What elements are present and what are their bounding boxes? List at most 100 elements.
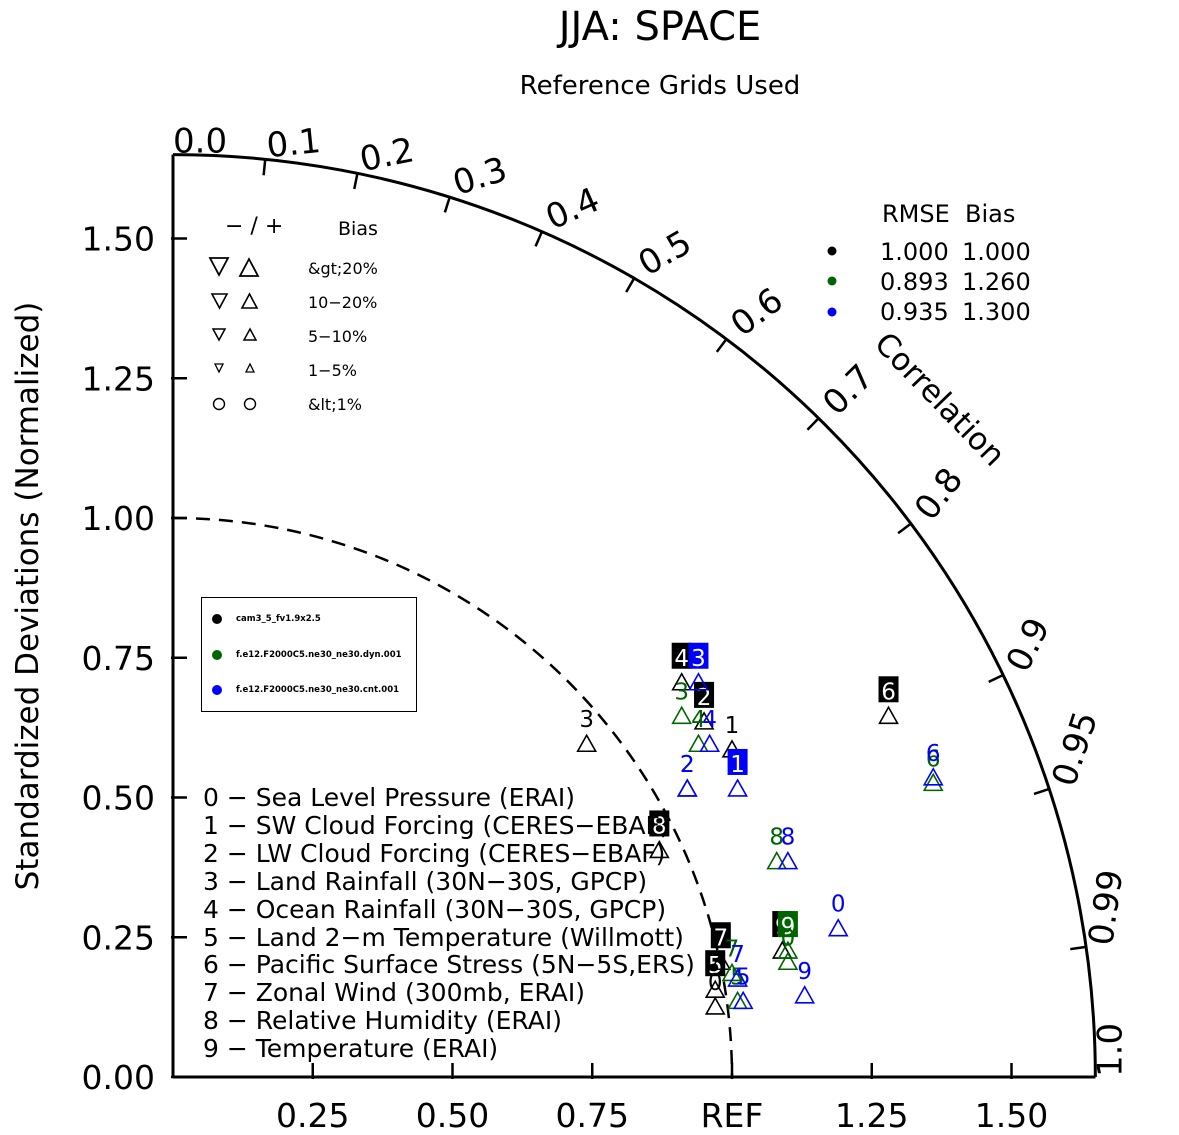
data-point-box <box>710 922 731 949</box>
variable-item: 3 − Land Rainfall (30N−30S, GPCP) <box>203 867 647 896</box>
data-marks: 12345678902345678901234567890 <box>576 642 944 1015</box>
data-point-label: 2 <box>680 752 695 778</box>
rmse-row-2-dot <box>827 276 837 286</box>
data-point-label: 2 <box>680 752 695 778</box>
data-point-label: 5 <box>730 964 745 990</box>
corr-tick-label: 0.5 <box>632 223 699 285</box>
corr-tick <box>353 173 359 190</box>
corr-tick-label: 0.95 <box>1044 707 1106 791</box>
data-point-label: 3 <box>579 707 594 733</box>
variable-item: 9 − Temperature (ERAI) <box>203 1034 498 1063</box>
case-color-dot <box>212 614 222 624</box>
rmse-row-2-bias: 1.260 <box>962 268 1031 296</box>
x-tick-label: 0.75 <box>556 1096 629 1135</box>
data-point-symbol <box>710 951 732 971</box>
bias-legend-title: Bias <box>338 218 378 240</box>
y-tick-label: 1.00 <box>82 499 155 538</box>
data-point-symbol <box>676 778 698 797</box>
variable-list: 0 − Sea Level Pressure (ERAI) 1 − SW Clo… <box>203 783 695 1063</box>
corr-tick-label: 0.2 <box>356 130 417 180</box>
corr-tick-label: 1.0 <box>1090 1023 1130 1077</box>
bias-legend-signs: − / + <box>225 214 283 239</box>
data-point-label: 7 <box>725 936 740 962</box>
bias-legend: − / + Bias &gt;20% 10−20% 5−10% 1−5% &lt… <box>208 214 378 414</box>
data-point-symbol <box>671 705 693 725</box>
y-tick-label: 1.50 <box>82 220 155 259</box>
corr-tick <box>715 338 728 353</box>
outer-arc <box>172 153 1097 1078</box>
data-point-label: 2 <box>697 685 712 711</box>
variable-item: 4 − Ocean Rainfall (30N−30S, GPCP) <box>203 895 666 924</box>
data-point-label: 0 <box>781 925 796 951</box>
data-point-symbol <box>922 772 944 792</box>
data-point-symbol <box>727 778 748 797</box>
case-legend-item: f.e12.F2000C5.ne30_ne30.dyn.001 <box>212 650 402 660</box>
bias-symbols-lt1 <box>212 397 257 411</box>
data-point-box <box>878 676 899 703</box>
data-point-symbol <box>704 996 726 1015</box>
data-point-symbol <box>648 839 670 859</box>
data-point-box <box>727 748 748 775</box>
rmse-row-3-dot <box>827 307 837 317</box>
corr-tick-label: 0.7 <box>815 357 882 423</box>
data-point-symbol <box>878 705 899 725</box>
x-tick-label: 1.50 <box>975 1096 1048 1135</box>
data-point-label: 9 <box>781 914 796 940</box>
corr-tick-label: 0.9 <box>999 612 1059 678</box>
rmse-table-header: RMSE Bias <box>882 200 1015 228</box>
rmse-row-1-dot <box>827 246 837 256</box>
data-point-label: 8 <box>781 825 796 851</box>
corr-tick <box>262 159 267 176</box>
case-name: cam3_5_fv1.9x2.5 <box>236 614 321 624</box>
corr-tick <box>897 522 912 535</box>
data-point-label: 4 <box>702 707 717 733</box>
data-point-box <box>777 911 798 938</box>
x-tick-label: REF <box>701 1096 764 1135</box>
corr-tick <box>443 196 451 213</box>
data-point-box <box>688 642 709 669</box>
data-point-label: 6 <box>881 679 896 705</box>
data-point-label: 4 <box>674 646 689 672</box>
correlation-axis-label: Correlation <box>867 326 1012 474</box>
variable-item: 0 − Sea Level Pressure (ERAI) <box>203 783 575 812</box>
data-point-symbol <box>732 990 754 1010</box>
corr-tick <box>625 277 636 293</box>
bias-row-1: &gt;20% <box>308 259 378 278</box>
corr-tick-label: 0.8 <box>907 461 971 528</box>
case-legend: cam3_5_fv1.9x2.5 f.e12.F2000C5.ne30_ne30… <box>201 597 417 712</box>
case-name: f.e12.F2000C5.ne30_ne30.cnt.001 <box>236 685 400 695</box>
data-point-label: 7 <box>713 925 728 951</box>
chart-subtitle: Reference Grids Used <box>520 71 801 101</box>
y-tick-label: 0.75 <box>82 639 155 678</box>
x-tick-label: 0.50 <box>416 1096 489 1135</box>
data-point-label: 3 <box>674 679 689 705</box>
case-color-dot <box>212 650 222 660</box>
corr-tick-label: 0.99 <box>1081 867 1131 948</box>
rmse-row-1-rmse: 1.000 <box>880 238 949 266</box>
data-point-symbol <box>576 733 598 753</box>
x-tick-label: 0.25 <box>276 1096 349 1135</box>
variable-item: 6 − Pacific Surface Stress (5N−5S,ERS) <box>203 950 695 979</box>
data-point-symbol <box>688 672 709 691</box>
data-point-box <box>671 642 692 669</box>
data-point-label: 1 <box>725 713 740 739</box>
bias-row-5: &lt;1% <box>308 395 362 414</box>
rmse-row-3-bias: 1.300 <box>962 298 1031 326</box>
data-point-symbol <box>777 940 799 959</box>
corr-tick <box>534 231 544 247</box>
corr-tick-label: 0.3 <box>448 149 512 203</box>
data-point-label: 0 <box>708 970 723 996</box>
corr-tick <box>1070 945 1087 951</box>
data-point-label: 5 <box>736 964 751 990</box>
case-color-dot <box>212 685 222 695</box>
corr-tick-label: 0.1 <box>265 121 323 166</box>
y-tick-label: 0.25 <box>82 918 155 957</box>
data-point-symbol <box>727 968 748 987</box>
data-point-symbol <box>671 672 693 691</box>
corr-tick <box>988 673 1004 684</box>
data-point-label: 0 <box>831 892 846 918</box>
data-point-symbol <box>777 951 799 971</box>
corr-tick-label: 0.0 <box>173 122 227 162</box>
data-point-label: 6 <box>926 746 941 772</box>
